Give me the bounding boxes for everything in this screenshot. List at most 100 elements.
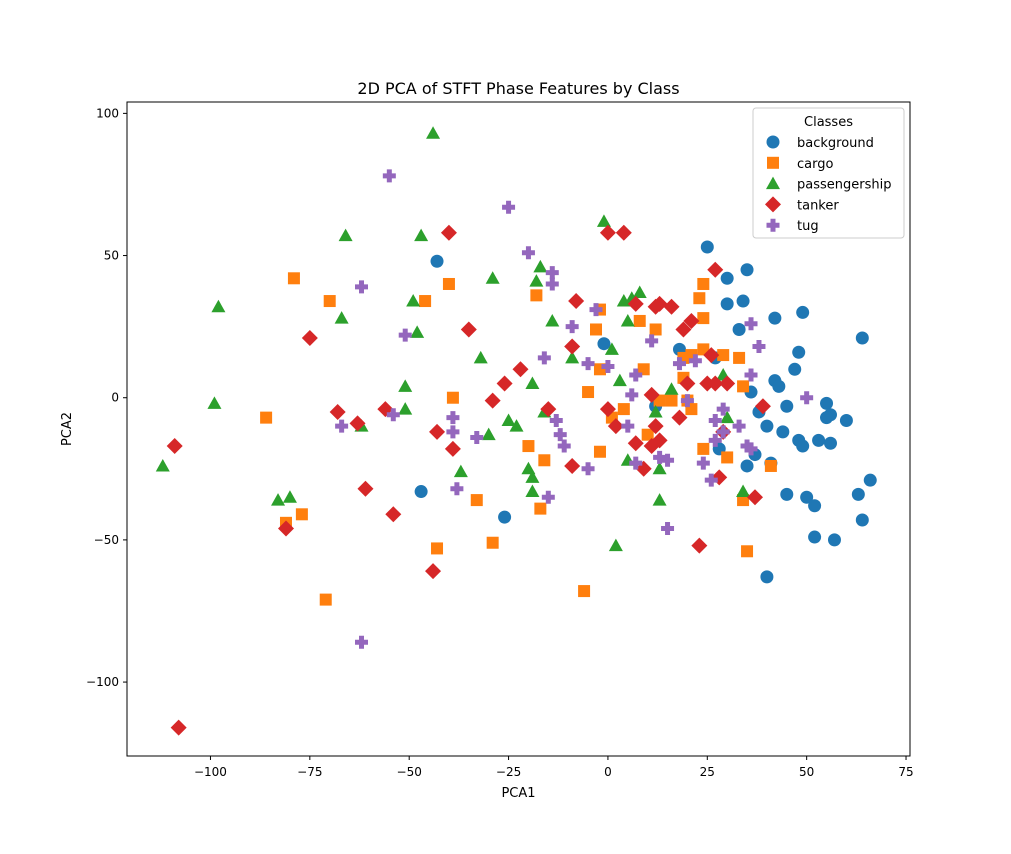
data-point-tug — [672, 357, 686, 371]
legend-label-cargo: cargo — [797, 157, 833, 172]
data-point-tanker — [599, 401, 616, 418]
legend-label-tug: tug — [797, 219, 819, 234]
data-point-tanker — [746, 489, 763, 506]
legend-label-tanker: tanker — [797, 198, 839, 213]
x-tick-label: 25 — [700, 765, 715, 779]
data-point-tanker — [599, 224, 616, 241]
data-point-background — [796, 439, 810, 453]
data-point-passengership — [410, 325, 425, 338]
data-point-tug — [446, 425, 460, 439]
data-point-background — [827, 533, 841, 547]
y-tick-label: −50 — [94, 533, 119, 547]
data-point-cargo — [419, 295, 432, 308]
data-point-cargo — [697, 312, 710, 325]
data-point-tanker — [754, 398, 771, 415]
data-point-tanker — [440, 224, 457, 241]
data-point-background — [760, 419, 774, 433]
data-point-tug — [680, 394, 694, 408]
data-point-background — [824, 436, 838, 450]
data-point-cargo — [737, 380, 750, 393]
data-point-tanker — [425, 563, 442, 580]
data-point-tanker — [707, 261, 724, 278]
data-point-passengership — [406, 294, 421, 307]
data-point-passengership — [616, 294, 631, 307]
data-point-passengership — [525, 376, 540, 390]
legend-box — [752, 107, 905, 239]
data-point-tanker — [540, 401, 557, 418]
data-point-passengership — [545, 313, 560, 327]
data-point-tug — [740, 439, 754, 453]
x-tick-label: −50 — [397, 765, 422, 779]
data-point-passengership — [485, 271, 500, 284]
data-point-background — [720, 271, 734, 285]
data-point-tug — [537, 351, 551, 365]
data-point-passengership — [608, 538, 623, 552]
data-point-tug — [744, 317, 758, 331]
data-point-cargo — [717, 349, 730, 362]
y-tick-label: 100 — [96, 106, 119, 120]
data-point-tug — [708, 433, 722, 447]
data-point-cargo — [534, 502, 547, 515]
data-point-passengership — [155, 458, 170, 472]
legend-marker-cargo — [767, 156, 779, 169]
data-point-tug — [355, 280, 369, 294]
data-point-cargo — [538, 454, 551, 467]
data-point-tug — [470, 431, 484, 445]
data-point-cargo — [431, 542, 444, 555]
data-point-tug — [625, 388, 639, 402]
data-point-tanker — [564, 338, 581, 355]
data-point-tanker — [683, 312, 700, 329]
data-point-passengership — [604, 342, 619, 355]
data-point-tug — [398, 328, 412, 342]
data-point-background — [700, 240, 714, 254]
x-tick-label: −75 — [297, 765, 322, 779]
data-point-background — [851, 487, 865, 501]
data-point-background — [812, 433, 826, 447]
data-point-cargo — [741, 545, 754, 558]
data-point-passengership — [565, 350, 580, 364]
data-point-tanker — [484, 392, 501, 409]
data-point-background — [760, 570, 774, 584]
x-tick-label: 75 — [898, 765, 913, 779]
plot-frame — [126, 101, 911, 757]
data-point-tanker — [647, 418, 664, 435]
y-tick-label: 0 — [111, 391, 119, 405]
data-point-tanker — [385, 506, 402, 523]
data-point-cargo — [319, 593, 332, 606]
series-background — [414, 240, 877, 584]
data-point-passengership — [271, 493, 286, 506]
data-point-background — [792, 345, 806, 359]
data-point-cargo — [590, 323, 603, 336]
data-point-passengership — [664, 382, 679, 395]
data-point-passengership — [211, 299, 226, 313]
data-point-tanker — [496, 375, 513, 392]
data-point-cargo — [733, 351, 746, 364]
data-point-background — [740, 459, 754, 473]
data-point-cargo — [697, 277, 710, 290]
data-point-cargo — [470, 494, 483, 507]
data-point-tug — [716, 402, 730, 416]
data-point-tanker — [277, 520, 294, 537]
data-point-tug — [581, 357, 595, 371]
data-point-tug — [355, 635, 369, 649]
data-point-tug — [621, 419, 635, 433]
data-point-cargo — [617, 403, 630, 416]
data-point-cargo — [323, 295, 336, 308]
legend-label-background: background — [797, 136, 874, 151]
data-point-background — [855, 331, 869, 345]
data-point-background — [414, 485, 428, 499]
data-point-tug — [545, 266, 559, 280]
series-cargo — [260, 272, 777, 606]
data-point-cargo — [593, 445, 606, 458]
data-point-passengership — [398, 379, 413, 392]
data-point-tug — [653, 450, 667, 464]
data-point-tanker — [707, 375, 724, 392]
data-point-tug — [581, 462, 595, 476]
series-passengership — [155, 126, 751, 552]
x-axis-ticks: −100 −75 −50 −25 0 25 50 75 — [194, 756, 914, 779]
x-tick-label: 50 — [799, 765, 814, 779]
data-point-background — [855, 513, 869, 527]
data-point-tug — [601, 359, 615, 373]
data-point-tanker — [719, 375, 736, 392]
data-point-tanker — [627, 435, 644, 452]
